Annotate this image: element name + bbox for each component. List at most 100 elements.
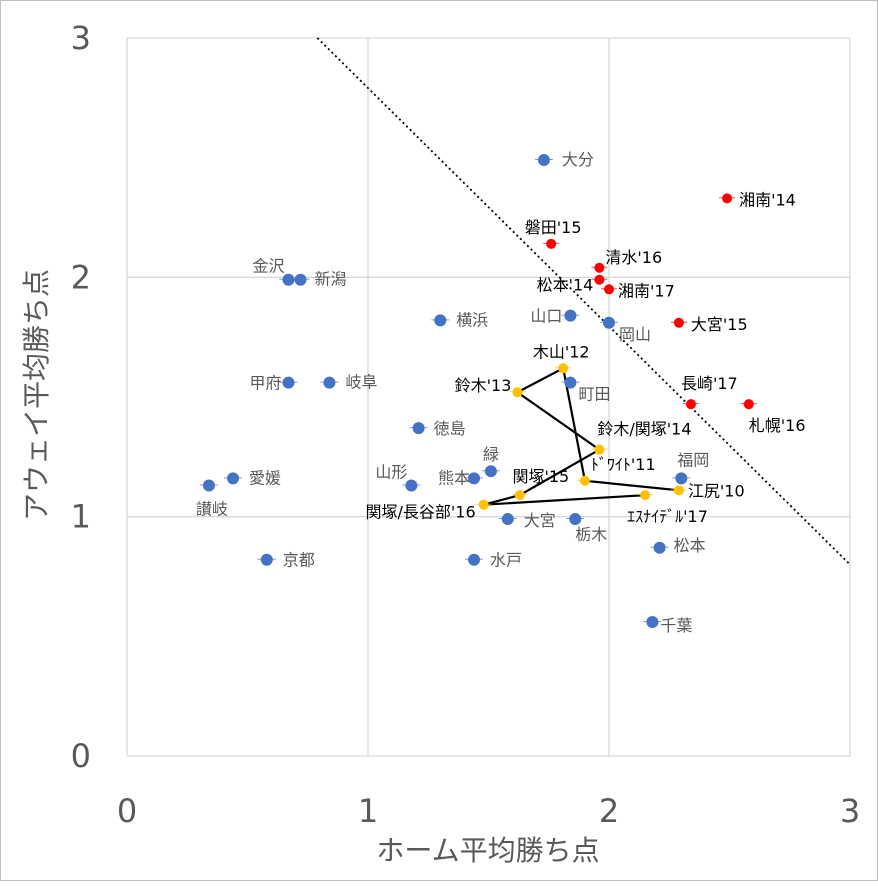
data-point <box>640 490 651 501</box>
point-label: 愛媛 <box>249 468 281 487</box>
y-tick-label: 1 <box>71 498 91 536</box>
y-tick-label: 2 <box>71 258 91 296</box>
point-blue-徳島 <box>409 422 428 435</box>
coach-path-layer <box>483 366 680 506</box>
point-blue-愛媛 <box>224 472 243 485</box>
point-label: 札幌'16 <box>749 416 806 435</box>
point-label: 湘南'17 <box>618 281 675 300</box>
point-label: 千葉 <box>660 616 692 635</box>
x-tick-label: 1 <box>358 792 378 830</box>
data-point <box>564 309 577 322</box>
data-point <box>646 615 659 628</box>
point-blue-福岡 <box>672 472 691 485</box>
point-label: 京都 <box>283 551 315 570</box>
x-tick-label: 0 <box>117 792 137 830</box>
point-blue-松本 <box>650 541 669 554</box>
data-point <box>675 472 688 485</box>
y-axis-title: アウェイ平均勝ち点 <box>20 269 53 521</box>
gridlines <box>126 37 851 757</box>
data-point <box>653 541 666 554</box>
point-blue-讃岐 <box>199 479 218 492</box>
tick-labels-layer: 0 1 2 3 0 1 2 3 <box>71 19 861 830</box>
point-label: 横浜 <box>456 310 488 329</box>
point-blue-熊本 <box>465 472 484 485</box>
data-point <box>594 262 605 273</box>
point-label: 関塚'15 <box>512 467 569 486</box>
point-blue-京都 <box>257 553 276 566</box>
data-point <box>282 273 295 286</box>
point-label: 新潟 <box>315 270 347 289</box>
point-blue-栃木 <box>566 513 585 526</box>
x-tick-label: 3 <box>840 792 860 830</box>
point-red-大宮-15 <box>670 317 687 328</box>
point-blue-大宮 <box>498 513 517 526</box>
point-label: 清水'16 <box>605 248 662 267</box>
point-blue-山口 <box>561 309 580 322</box>
point-yellow-関塚-15 <box>511 490 528 501</box>
point-label: 大分 <box>562 150 594 169</box>
x-tick-label: 2 <box>599 792 619 830</box>
point-blue-千葉 <box>643 615 662 628</box>
point-yellow-ﾄﾞﾜｲﾄ-11 <box>576 475 593 486</box>
point-yellow-関塚-長谷部-16 <box>475 499 492 510</box>
data-point <box>579 475 590 486</box>
point-yellow-ｴｽﾅｲﾃﾞﾙ-17 <box>637 490 654 501</box>
data-point <box>673 317 684 328</box>
point-label: 鈴木/関塚'14 <box>597 420 691 439</box>
point-label: 磐田'15 <box>525 218 582 237</box>
data-point <box>564 376 577 389</box>
point-label: 鈴木'13 <box>455 376 512 395</box>
data-point <box>512 387 523 398</box>
point-label: 徳島 <box>434 419 466 438</box>
data-point <box>294 273 307 286</box>
point-label: 甲府 <box>249 374 281 393</box>
point-label: 讃岐 <box>196 500 228 519</box>
data-point <box>594 274 605 285</box>
point-blue-横浜 <box>431 314 450 327</box>
point-yellow-鈴木-関塚-14 <box>591 444 608 455</box>
data-point <box>227 472 240 485</box>
data-point <box>468 472 481 485</box>
point-yellow-木山-12 <box>555 363 572 374</box>
point-blue-水戸 <box>465 553 484 566</box>
point-label: ﾄﾞﾜｲﾄ'11 <box>591 455 656 474</box>
data-point <box>558 363 569 374</box>
data-point <box>468 553 481 566</box>
point-label: 栃木 <box>575 525 607 544</box>
data-point <box>722 193 733 204</box>
point-label: 福岡 <box>677 450 709 469</box>
data-point <box>478 499 489 510</box>
point-label: 松本 <box>674 536 706 555</box>
point-red-長崎-17 <box>682 399 699 410</box>
point-label: 水戸 <box>490 551 522 570</box>
point-blue-町田 <box>561 376 580 389</box>
data-point <box>260 553 273 566</box>
data-point <box>537 154 550 167</box>
data-point <box>569 513 582 526</box>
point-label: 湘南'14 <box>739 190 796 209</box>
points-layer <box>199 154 757 628</box>
data-point <box>604 284 614 295</box>
y-tick-label: 0 <box>71 737 91 775</box>
point-label: 岡山 <box>619 325 651 344</box>
data-point <box>603 316 615 329</box>
point-red-磐田-15 <box>543 238 560 249</box>
point-blue-甲府 <box>279 376 298 389</box>
point-red-札幌-16 <box>740 399 757 410</box>
y-tick-label: 3 <box>71 19 91 57</box>
data-point <box>405 479 418 492</box>
point-yellow-江尻-10 <box>670 485 687 496</box>
point-label: 町田 <box>578 385 610 404</box>
data-point <box>434 314 447 327</box>
point-blue-岐阜 <box>320 376 339 389</box>
point-label: 金沢 <box>252 257 284 276</box>
data-point <box>282 376 295 389</box>
point-label: 山形 <box>375 463 407 482</box>
point-label: 長崎'17 <box>681 374 738 393</box>
point-blue-新潟 <box>291 273 310 286</box>
point-label: 大宮'15 <box>691 315 748 334</box>
data-point <box>501 513 514 526</box>
data-point <box>412 422 425 435</box>
point-label: ｴｽﾅｲﾃﾞﾙ'17 <box>627 507 708 526</box>
